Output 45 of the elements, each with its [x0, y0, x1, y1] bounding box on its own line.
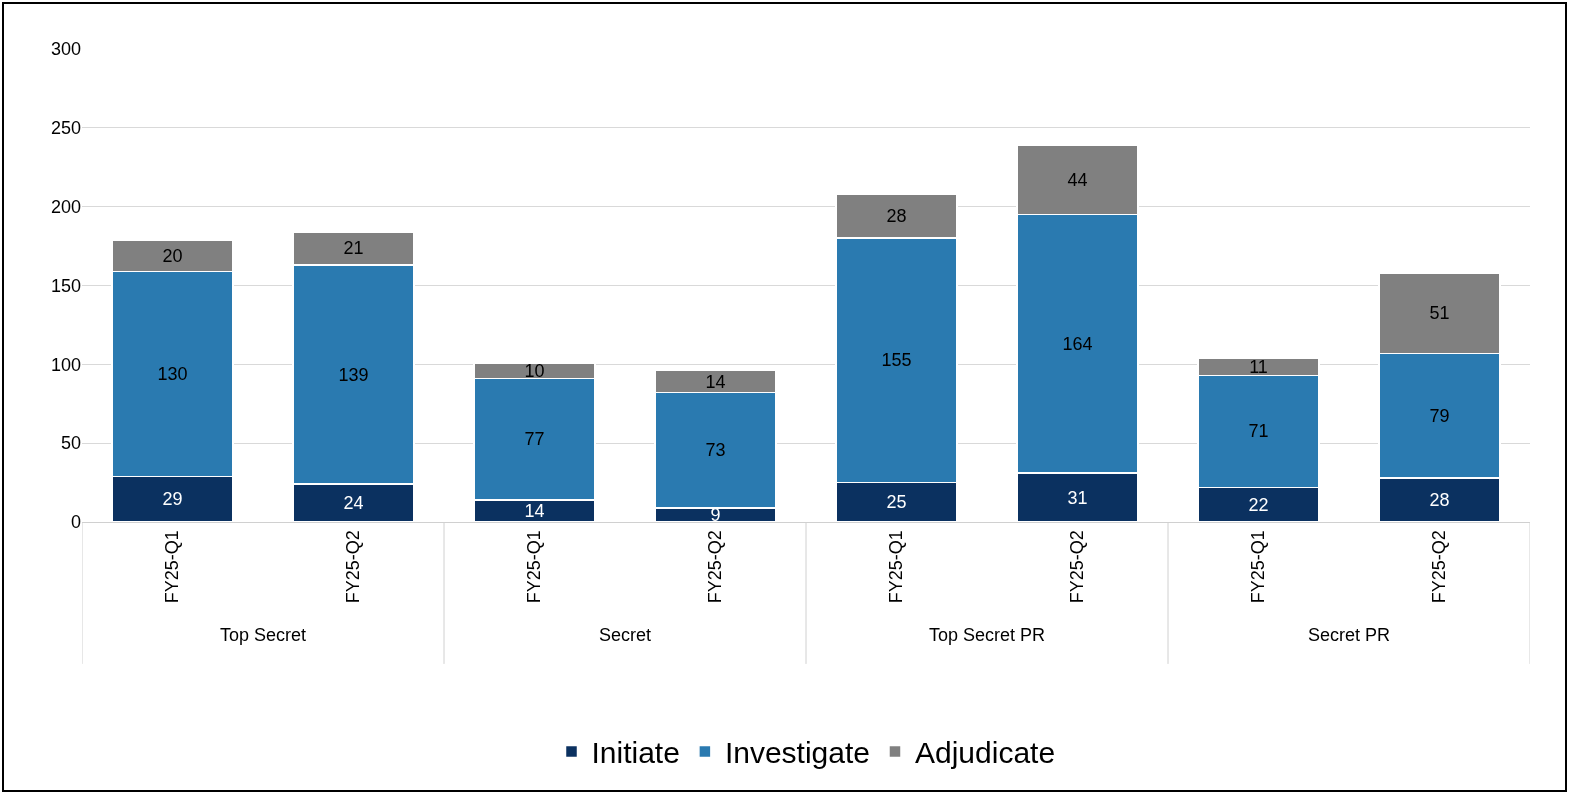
x-tick-label: FY25-Q1: [1248, 530, 1269, 604]
data-label: 130: [157, 363, 188, 384]
data-label: 71: [1248, 421, 1269, 442]
y-tick-label: 150: [50, 275, 81, 296]
data-label: 14: [705, 371, 726, 392]
text: Secret: [599, 625, 652, 645]
x-tick-label: FY25-Q2: [1067, 530, 1088, 604]
y-tick-label: 100: [50, 354, 81, 375]
data-label: 10: [524, 360, 545, 381]
data-label: 77: [524, 429, 545, 450]
data-label: 44: [1067, 169, 1088, 190]
x-tick-label: FY25-Q2: [1429, 530, 1450, 604]
x-tick-label: FY25-Q1: [886, 530, 907, 604]
data-label: 22: [1248, 494, 1269, 515]
legend-label: Initiate: [591, 736, 680, 770]
data-label: 24: [343, 493, 364, 514]
x-tick-label: FY25-Q1: [524, 530, 545, 604]
y-tick-label: 250: [50, 118, 81, 139]
data-label: 11: [1249, 356, 1268, 377]
legend-label: Adjudicate: [914, 736, 1056, 770]
data-label: 73: [705, 440, 726, 461]
x-tick-label: FY25-Q1: [162, 530, 183, 604]
data-label: 28: [1429, 489, 1450, 510]
data-label: 79: [1429, 405, 1450, 426]
x-tick-label: FY25-Q2: [705, 530, 726, 604]
x-tick-label: FY25-Q2: [343, 530, 364, 604]
legend-label: Investigate: [724, 736, 870, 770]
y-tick-label: 200: [50, 196, 81, 217]
data-label: 21: [343, 238, 364, 259]
data-label: 31: [1067, 487, 1088, 508]
data-label: 139: [338, 364, 369, 385]
data-label: 20: [162, 245, 183, 266]
y-tick-label: 50: [60, 433, 81, 454]
text: Secret PR: [1308, 625, 1391, 645]
text: Top Secret: [220, 625, 307, 645]
data-label: 14: [524, 500, 545, 521]
data-label: 28: [886, 206, 907, 227]
text: Top Secret PR: [929, 625, 1046, 645]
y-tick-label: 300: [50, 39, 81, 60]
data-label: 51: [1429, 303, 1450, 324]
data-label: 164: [1062, 333, 1093, 354]
y-tick-label: 0: [70, 512, 81, 533]
data-label: 155: [881, 350, 912, 371]
data-label: 25: [886, 492, 907, 513]
data-label: 29: [162, 489, 183, 510]
